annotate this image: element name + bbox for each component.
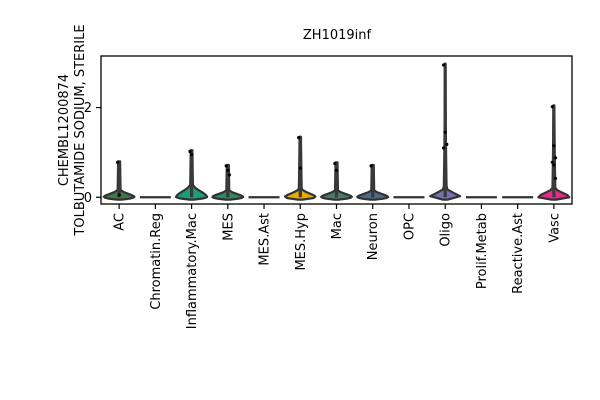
data-point bbox=[333, 162, 337, 166]
data-point bbox=[553, 176, 558, 181]
data-point bbox=[441, 146, 446, 150]
y-axis-label-line-2: TOLBUTAMIDE SODIUM, STERILE bbox=[73, 24, 88, 236]
x-tick-label: Chromatin.Reg bbox=[149, 213, 164, 310]
x-tick-label: Inflammatory.Mac bbox=[185, 213, 200, 329]
data-point bbox=[550, 105, 554, 109]
x-tick-label: AC bbox=[113, 213, 128, 231]
violin-mac bbox=[320, 161, 353, 201]
violin-inflammatory-mac bbox=[174, 149, 209, 201]
chart-title: ZH1019inf bbox=[303, 28, 372, 43]
data-point bbox=[445, 142, 449, 146]
x-axis: AC Chromatin.Reg Inflammatory.Mac MES MES.As… bbox=[113, 204, 562, 329]
violin-neuron bbox=[356, 163, 390, 201]
data-point bbox=[553, 156, 558, 160]
plot-frame bbox=[100, 55, 573, 205]
data-point bbox=[226, 168, 230, 172]
x-tick-label: MES.Hyp bbox=[294, 213, 309, 271]
data-point bbox=[369, 164, 373, 168]
y-axis: 02 bbox=[84, 101, 101, 206]
violin-mes bbox=[211, 163, 245, 201]
y-axis-label-line-1: CHEMBL1200874 bbox=[57, 74, 72, 186]
x-tick-label: Reactive.Ast bbox=[511, 213, 526, 294]
y-tick-label: 2 bbox=[84, 101, 92, 116]
data-point bbox=[224, 164, 228, 168]
x-tick-label: Neuron bbox=[366, 213, 381, 260]
violin-group bbox=[102, 62, 571, 201]
violin-oligo bbox=[429, 62, 462, 201]
data-point bbox=[227, 173, 232, 177]
data-point bbox=[297, 136, 301, 140]
violin-vasc bbox=[537, 104, 571, 201]
data-point bbox=[115, 160, 120, 164]
data-point bbox=[552, 144, 556, 148]
data-point bbox=[550, 160, 554, 164]
violin-mes-hyp bbox=[284, 135, 317, 201]
x-tick-label: Mac bbox=[330, 213, 345, 239]
violin-ac bbox=[102, 160, 136, 201]
data-point bbox=[443, 130, 447, 134]
x-tick-label: MES bbox=[221, 213, 236, 241]
x-tick-label: OPC bbox=[402, 213, 417, 240]
x-tick-label: MES.Ast bbox=[258, 213, 273, 266]
data-point bbox=[334, 168, 339, 172]
x-tick-label: Prolif.Metab bbox=[475, 213, 490, 289]
data-point bbox=[552, 163, 556, 167]
data-point bbox=[298, 166, 302, 170]
data-point bbox=[441, 63, 446, 67]
data-point bbox=[117, 193, 121, 197]
x-tick-label: Vasc bbox=[547, 213, 562, 243]
y-tick-label: 0 bbox=[84, 191, 92, 206]
data-point bbox=[188, 149, 192, 154]
x-tick-label: Oligo bbox=[439, 213, 454, 247]
data-point bbox=[189, 153, 194, 157]
